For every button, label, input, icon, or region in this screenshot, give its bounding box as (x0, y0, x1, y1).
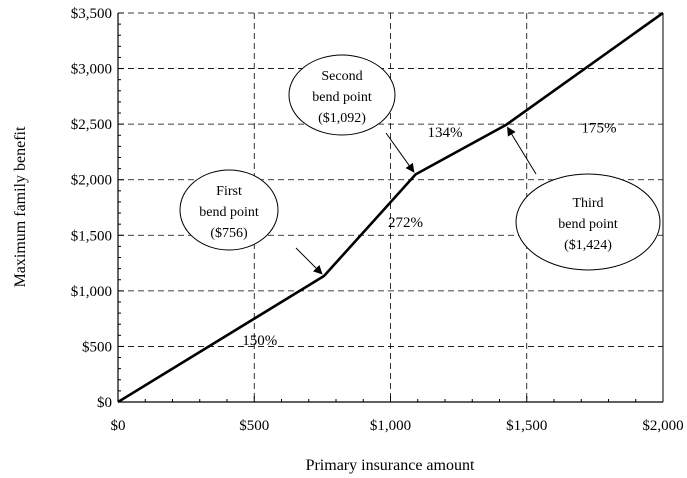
x-tick-label: $2,000 (642, 418, 683, 434)
callout-arrow (507, 126, 537, 175)
x-tick-label: $1,500 (506, 418, 547, 434)
callout-text-line: ($756) (210, 226, 248, 241)
benefit-line (117, 11, 664, 404)
tick-labels: $0 $500 $1,000 $1,500 $2,000 $2,500 $3,000 $3,5… (71, 6, 684, 434)
x-tick-label: $1,000 (370, 418, 411, 434)
callout-ellipse (179, 169, 279, 251)
x-tick-label: $0 (111, 418, 126, 434)
y-tick-label: $2,000 (71, 173, 112, 189)
y-tick-label: $0 (97, 395, 112, 411)
callouts-layer: First bend point ($756) Second bend point ($1… (179, 54, 661, 275)
callout-text-line: Second (321, 69, 362, 84)
series-layer (117, 11, 664, 404)
callout-text-line: bend point (312, 90, 372, 105)
callout-text-line: bend point (558, 217, 618, 232)
callout-text-line: Third (572, 196, 603, 211)
segment-rate-label: 272% (388, 215, 423, 231)
y-tick-label: $1,500 (71, 228, 112, 244)
callout-text-line: bend point (199, 205, 259, 220)
callout-ellipse (288, 54, 396, 136)
x-axis-label: Primary insurance amount (306, 457, 475, 474)
callout-text-line: ($1,092) (318, 111, 366, 126)
y-tick-label: $2,500 (71, 117, 112, 133)
y-tick-label: $500 (82, 339, 112, 355)
segment-rate-label: 175% (581, 120, 616, 136)
segment-rate-label: 134% (428, 125, 463, 141)
x-tick-label: $500 (239, 418, 269, 434)
callout-arrow (295, 247, 323, 275)
y-tick-label: $3,000 (71, 62, 112, 78)
axes (117, 12, 664, 403)
y-axis-label: Maximum family benefit (12, 126, 29, 287)
y-tick-label: $3,500 (71, 6, 112, 22)
bend-point-callout: Third bend point ($1,424) (507, 126, 661, 271)
bend-point-callout: First bend point ($756) (179, 169, 323, 275)
segment-labels-layer: 150% 272% 134% 175% (242, 120, 616, 348)
callout-text-line: ($1,424) (564, 238, 612, 253)
bend-point-callout: Second bend point ($1,092) (288, 54, 415, 173)
callout-arrow (385, 132, 415, 173)
callout-ellipse (515, 173, 661, 271)
y-tick-label: $1,000 (71, 284, 112, 300)
segment-rate-label: 150% (242, 333, 277, 349)
callout-text-line: First (216, 184, 242, 199)
